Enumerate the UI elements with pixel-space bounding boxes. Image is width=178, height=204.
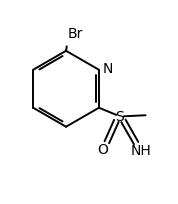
Text: N: N: [103, 62, 113, 76]
Text: NH: NH: [131, 144, 151, 158]
Text: S: S: [116, 110, 124, 124]
Text: Br: Br: [67, 27, 83, 41]
Text: O: O: [97, 143, 108, 157]
